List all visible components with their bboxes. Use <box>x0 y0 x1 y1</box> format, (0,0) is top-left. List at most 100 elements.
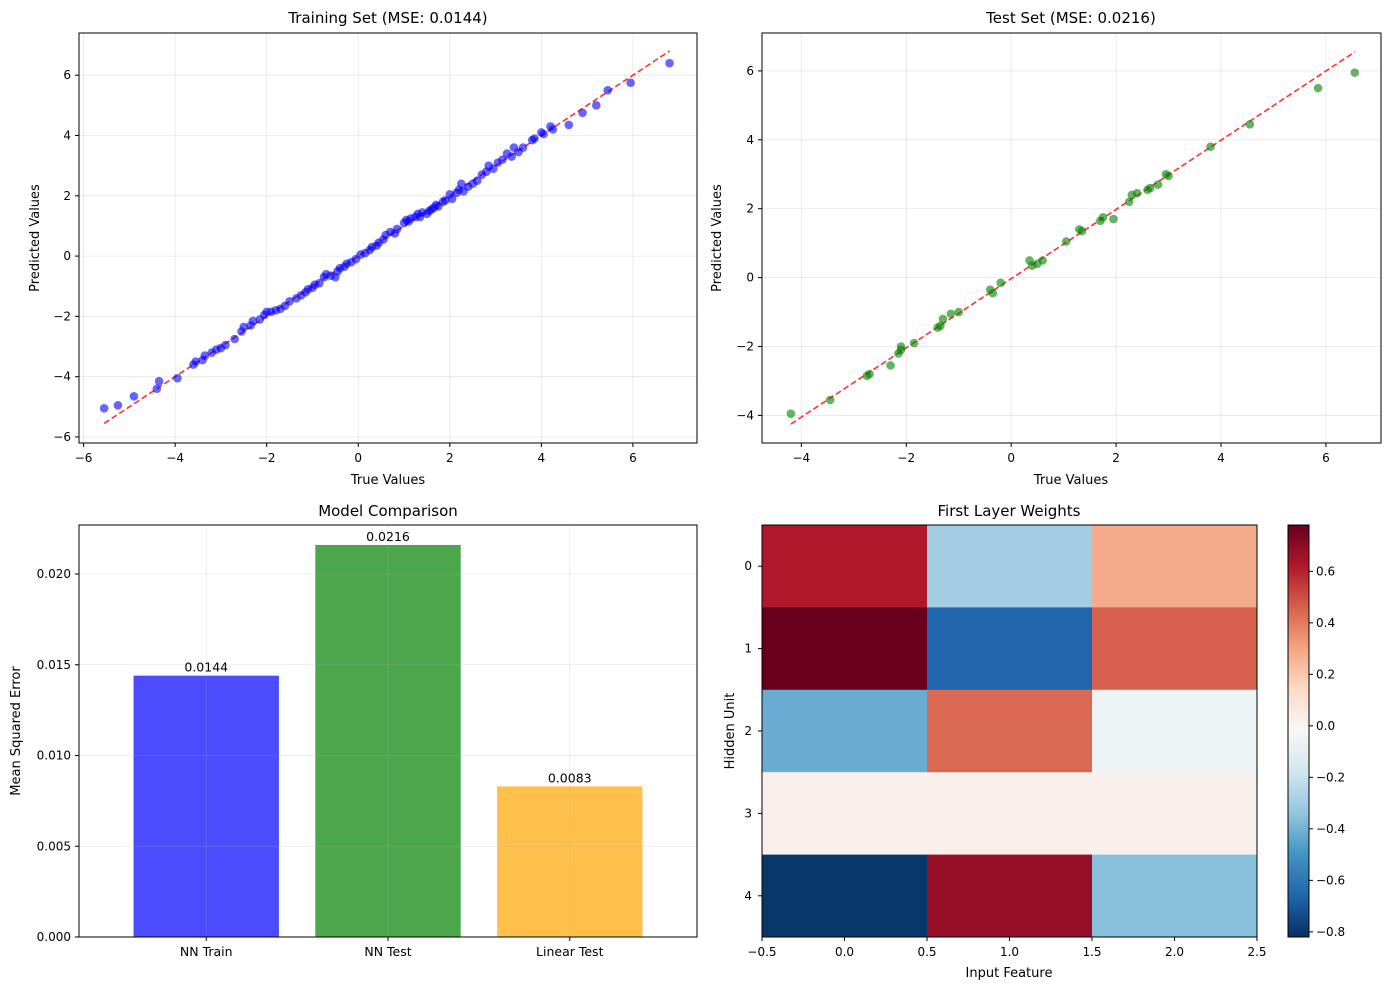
colorbar-tick-label: 0.2 <box>1316 667 1335 681</box>
y-tick-label: 6 <box>63 68 71 82</box>
data-point <box>564 120 574 130</box>
y-tick-label: 0 <box>63 249 71 263</box>
y-tick-label: 2 <box>746 202 754 216</box>
data-point <box>154 376 164 386</box>
comparison-y-axis-label: Mean Squared Error <box>9 666 24 796</box>
x-tick-label: 1.5 <box>1082 945 1101 959</box>
data-point <box>1313 83 1323 93</box>
training-y-axis-label: Predicted Values <box>28 184 43 292</box>
colorbar <box>1287 524 1310 938</box>
x-tick-label: −0.5 <box>747 945 776 959</box>
y-tick-label: 0.020 <box>37 567 71 581</box>
heatmap-cell <box>1092 607 1258 691</box>
category-label: Linear Test <box>536 944 604 959</box>
data-point <box>248 316 258 326</box>
bar-linear-test <box>497 786 643 937</box>
data-point <box>626 78 635 88</box>
heatmap-y-axis-label: Hidden Unit <box>723 693 738 770</box>
heatmap-cell <box>1092 772 1258 856</box>
data-point <box>1132 188 1142 198</box>
data-point <box>988 288 998 298</box>
data-point <box>1206 142 1215 151</box>
data-point <box>539 129 548 139</box>
colorbar-tick-label: 0.4 <box>1316 616 1335 630</box>
data-point <box>786 409 796 419</box>
heatmap-cell <box>1092 854 1258 938</box>
data-point <box>954 307 964 317</box>
x-tick-label: 2.5 <box>1247 945 1266 959</box>
heatmap-cell <box>762 689 928 773</box>
test-scatter-panel: Test Set (MSE: 0.0216) −4 −2 0 2 4 6 −4 −2 0 2 4 6… <box>710 9 1382 488</box>
colorbar-tick-label: −0.6 <box>1316 873 1345 887</box>
data-point <box>1077 226 1087 236</box>
data-point <box>1245 120 1255 129</box>
colorbar-tick-label: −0.4 <box>1316 822 1345 836</box>
data-point <box>191 357 201 366</box>
y-tick-label: 3 <box>744 806 752 820</box>
y-tick-label: 0.005 <box>37 839 71 853</box>
data-point <box>472 176 482 186</box>
data-point <box>456 179 466 189</box>
data-point <box>1061 237 1071 246</box>
data-point <box>938 314 948 324</box>
heatmap-x-axis-label: Input Feature <box>966 966 1053 981</box>
heatmap-cell <box>927 772 1093 856</box>
data-point <box>886 361 895 370</box>
data-point <box>865 369 874 379</box>
ideal-fit-line <box>790 51 1356 425</box>
data-point <box>591 101 601 110</box>
data-point <box>518 143 528 152</box>
x-tick-label: 0 <box>354 451 362 465</box>
training-plot-frame <box>78 32 698 444</box>
x-tick-label: 0 <box>1007 451 1015 465</box>
x-tick-label: −4 <box>166 451 184 465</box>
data-point <box>1145 183 1155 193</box>
heatmap-title: First Layer Weights <box>938 502 1081 520</box>
y-tick-label: 2 <box>63 189 71 203</box>
data-point <box>200 351 210 360</box>
y-tick-label: 0 <box>744 559 752 573</box>
model-comparison-panel: Model Comparison 0.0144 0.0216 0.0083 NN T… <box>9 502 698 959</box>
data-point <box>99 404 109 413</box>
data-point <box>946 309 956 319</box>
comparison-chart-title: Model Comparison <box>318 502 458 520</box>
heatmap-cell <box>762 772 928 856</box>
y-tick-label: 2 <box>744 724 752 738</box>
data-point <box>909 338 919 348</box>
data-point <box>1350 68 1360 77</box>
test-chart-title: Test Set (MSE: 0.0216) <box>985 9 1156 27</box>
data-point <box>896 342 906 351</box>
heatmap-cell <box>762 854 928 938</box>
data-point <box>230 334 239 344</box>
x-tick-label: −4 <box>792 451 810 465</box>
data-point <box>825 395 835 405</box>
colorbar-tick-label: 0.6 <box>1316 564 1335 578</box>
heatmap-cell <box>1092 525 1258 608</box>
heatmap-cell <box>1092 689 1258 773</box>
colorbar-tick-label: −0.8 <box>1316 925 1345 939</box>
y-tick-label: −2 <box>53 309 71 323</box>
y-tick-label: 6 <box>746 64 754 78</box>
data-point <box>548 125 558 134</box>
heatmap-cell <box>927 854 1093 938</box>
x-tick-label: 4 <box>1217 451 1225 465</box>
data-point <box>1038 256 1047 265</box>
y-tick-label: 0 <box>746 271 754 285</box>
x-tick-label: −2 <box>897 451 915 465</box>
y-tick-label: −4 <box>53 370 71 384</box>
data-point <box>447 194 457 204</box>
y-tick-label: 0.010 <box>37 749 71 763</box>
heatmap-cell <box>762 607 928 691</box>
x-tick-label: 2.0 <box>1165 945 1184 959</box>
x-tick-label: 0.0 <box>835 945 854 959</box>
x-tick-label: 2 <box>1112 451 1120 465</box>
data-point <box>1164 171 1173 181</box>
bar-nn-train <box>133 675 279 937</box>
data-point <box>996 278 1005 288</box>
data-point <box>498 155 507 164</box>
test-plot-frame <box>761 32 1382 444</box>
data-point <box>1124 197 1134 207</box>
data-point <box>221 340 230 350</box>
data-point <box>665 58 674 68</box>
data-point <box>578 108 587 118</box>
